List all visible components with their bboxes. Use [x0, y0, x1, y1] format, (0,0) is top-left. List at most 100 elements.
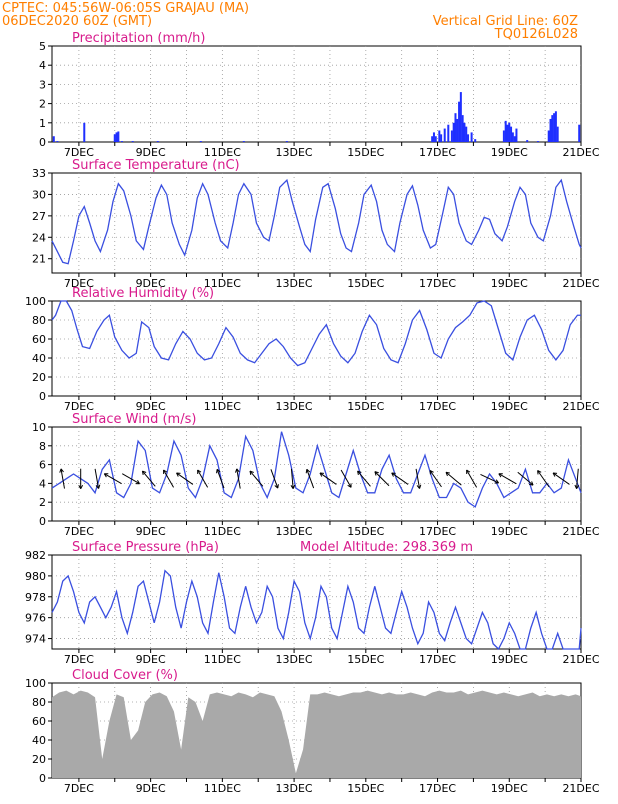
precip-bar: [578, 124, 581, 142]
precip-bar: [131, 141, 134, 142]
wind-arrow: [340, 469, 352, 488]
x-tick-label: 9DEC: [136, 782, 166, 795]
y-tick-label: 4: [39, 59, 46, 72]
panel-subtitle: Model Altitude: 298.369 m: [300, 540, 473, 555]
x-tick-label: 11DEC: [204, 653, 241, 666]
y-tick-label: 0: [39, 772, 46, 785]
x-tick-label: 13DEC: [276, 146, 313, 159]
wind-arrow: [537, 470, 550, 488]
panel-frame: [51, 45, 582, 143]
x-tick-label: 13DEC: [276, 782, 313, 795]
x-tick-label: 9DEC: [136, 400, 166, 413]
wind-arrowhead: [357, 470, 362, 476]
wind-arrowhead: [141, 470, 147, 476]
precip-bar: [506, 124, 509, 142]
wind-arrow: [176, 472, 194, 485]
x-tick-label: 17DEC: [419, 277, 456, 290]
precip-bar: [511, 132, 514, 142]
x-tick-label: 15DEC: [347, 146, 384, 159]
x-tick-label: 17DEC: [419, 400, 456, 413]
wind-arrowhead: [347, 483, 352, 488]
precip-bar: [461, 115, 464, 142]
precip-bar: [508, 122, 511, 142]
y-tick-label: 2: [39, 496, 46, 509]
wind-arrowhead: [466, 469, 471, 475]
panel-title: Surface Temperature (nC): [72, 158, 240, 173]
x-tick-label: 19DEC: [491, 782, 528, 795]
precip-bar: [242, 141, 245, 142]
x-tick-label: 19DEC: [491, 400, 528, 413]
wind-arrowhead: [235, 468, 240, 473]
precip-bar: [536, 141, 539, 142]
wind-arrow: [60, 468, 65, 489]
precip-bar: [156, 141, 159, 142]
precip-bar: [463, 122, 466, 142]
y-tick-label: 10: [32, 421, 46, 434]
x-tick-label: 11DEC: [204, 525, 241, 538]
x-tick-label: 13DEC: [276, 525, 313, 538]
panel-cloud: Cloud Cover (%) 0 20 40 60 80 100 7DEC 9DEC 11DEC…: [25, 668, 600, 795]
wind-arrowhead: [95, 484, 101, 489]
panel-temp: Surface Temperature (nC) 21 24 27 30 33 7DEC 9D…: [32, 158, 600, 290]
wind-arrowhead: [59, 468, 64, 473]
precip-bar: [549, 118, 552, 142]
wind-arrow: [517, 471, 534, 486]
x-tick-label: 21DEC: [562, 653, 599, 666]
precip-bar: [470, 132, 473, 142]
precip-bar: [556, 126, 559, 142]
header-right2: TQ0126L028: [494, 27, 578, 42]
panel-pressure: Surface Pressure (hPa) Model Altitude: 29…: [25, 540, 600, 666]
y-tick-label: 978: [25, 591, 46, 604]
wind-arrow: [466, 469, 478, 488]
wind-arrow: [319, 472, 337, 485]
precip-bar: [431, 136, 434, 142]
x-tick-label: 15DEC: [347, 782, 384, 795]
wind-arrow: [249, 470, 264, 487]
wind-arrow: [415, 468, 421, 489]
x-tick-label: 19DEC: [491, 277, 528, 290]
precip-bar: [450, 130, 453, 142]
precip-bar: [467, 134, 470, 142]
y-tick-label: 21: [32, 253, 46, 266]
wind-arrowhead: [176, 472, 181, 477]
y-tick-label: 1: [39, 117, 46, 130]
wind-arrow: [290, 468, 294, 489]
panel-wind: Surface Wind (m/s) 0 2 4 6 8 10 7DEC 9DEC 11DEC 13…: [32, 412, 600, 538]
x-tick-label: 9DEC: [136, 277, 166, 290]
x-tick-label: 13DEC: [276, 277, 313, 290]
x-tick-label: 13DEC: [276, 653, 313, 666]
precip-bar: [456, 118, 459, 142]
wind-arrow: [121, 473, 140, 485]
precip-bar: [554, 111, 557, 142]
wind-arrowhead: [319, 472, 324, 477]
x-tick-label: 9DEC: [136, 653, 166, 666]
wind-arrowhead: [429, 470, 434, 475]
x-tick-label: 7DEC: [64, 525, 94, 538]
precip-bar: [285, 141, 288, 142]
wind-arrowhead: [552, 472, 558, 477]
x-tick-label: 7DEC: [64, 146, 94, 159]
x-tick-label: 21DEC: [562, 146, 599, 159]
panel-precip: Precipitation (mm/h) 0 1 2 3 4 5 7DEC 9DEC 11DEC 1…: [39, 31, 600, 159]
precip-bar: [56, 141, 59, 142]
y-tick-label: 6: [39, 459, 46, 472]
panel-title: Surface Pressure (hPa): [72, 540, 219, 555]
series-line: [51, 431, 582, 508]
precip-bar: [120, 141, 123, 142]
wind-arrow: [576, 468, 579, 489]
panel-title: Relative Humidity (%): [72, 286, 214, 301]
series-line: [51, 300, 581, 367]
panel-title: Cloud Cover (%): [72, 668, 178, 683]
wind-arrowhead: [391, 472, 396, 477]
precip-bar: [117, 131, 120, 142]
wind-arrowhead: [574, 484, 580, 489]
y-tick-label: 4: [39, 477, 46, 490]
precip-bar: [502, 130, 505, 142]
precip-bar: [513, 136, 516, 142]
y-tick-label: 100: [25, 677, 46, 690]
precip-bar: [83, 122, 86, 142]
x-tick-label: 15DEC: [347, 525, 384, 538]
precip-bar: [438, 130, 441, 142]
precip-bar: [52, 136, 55, 142]
